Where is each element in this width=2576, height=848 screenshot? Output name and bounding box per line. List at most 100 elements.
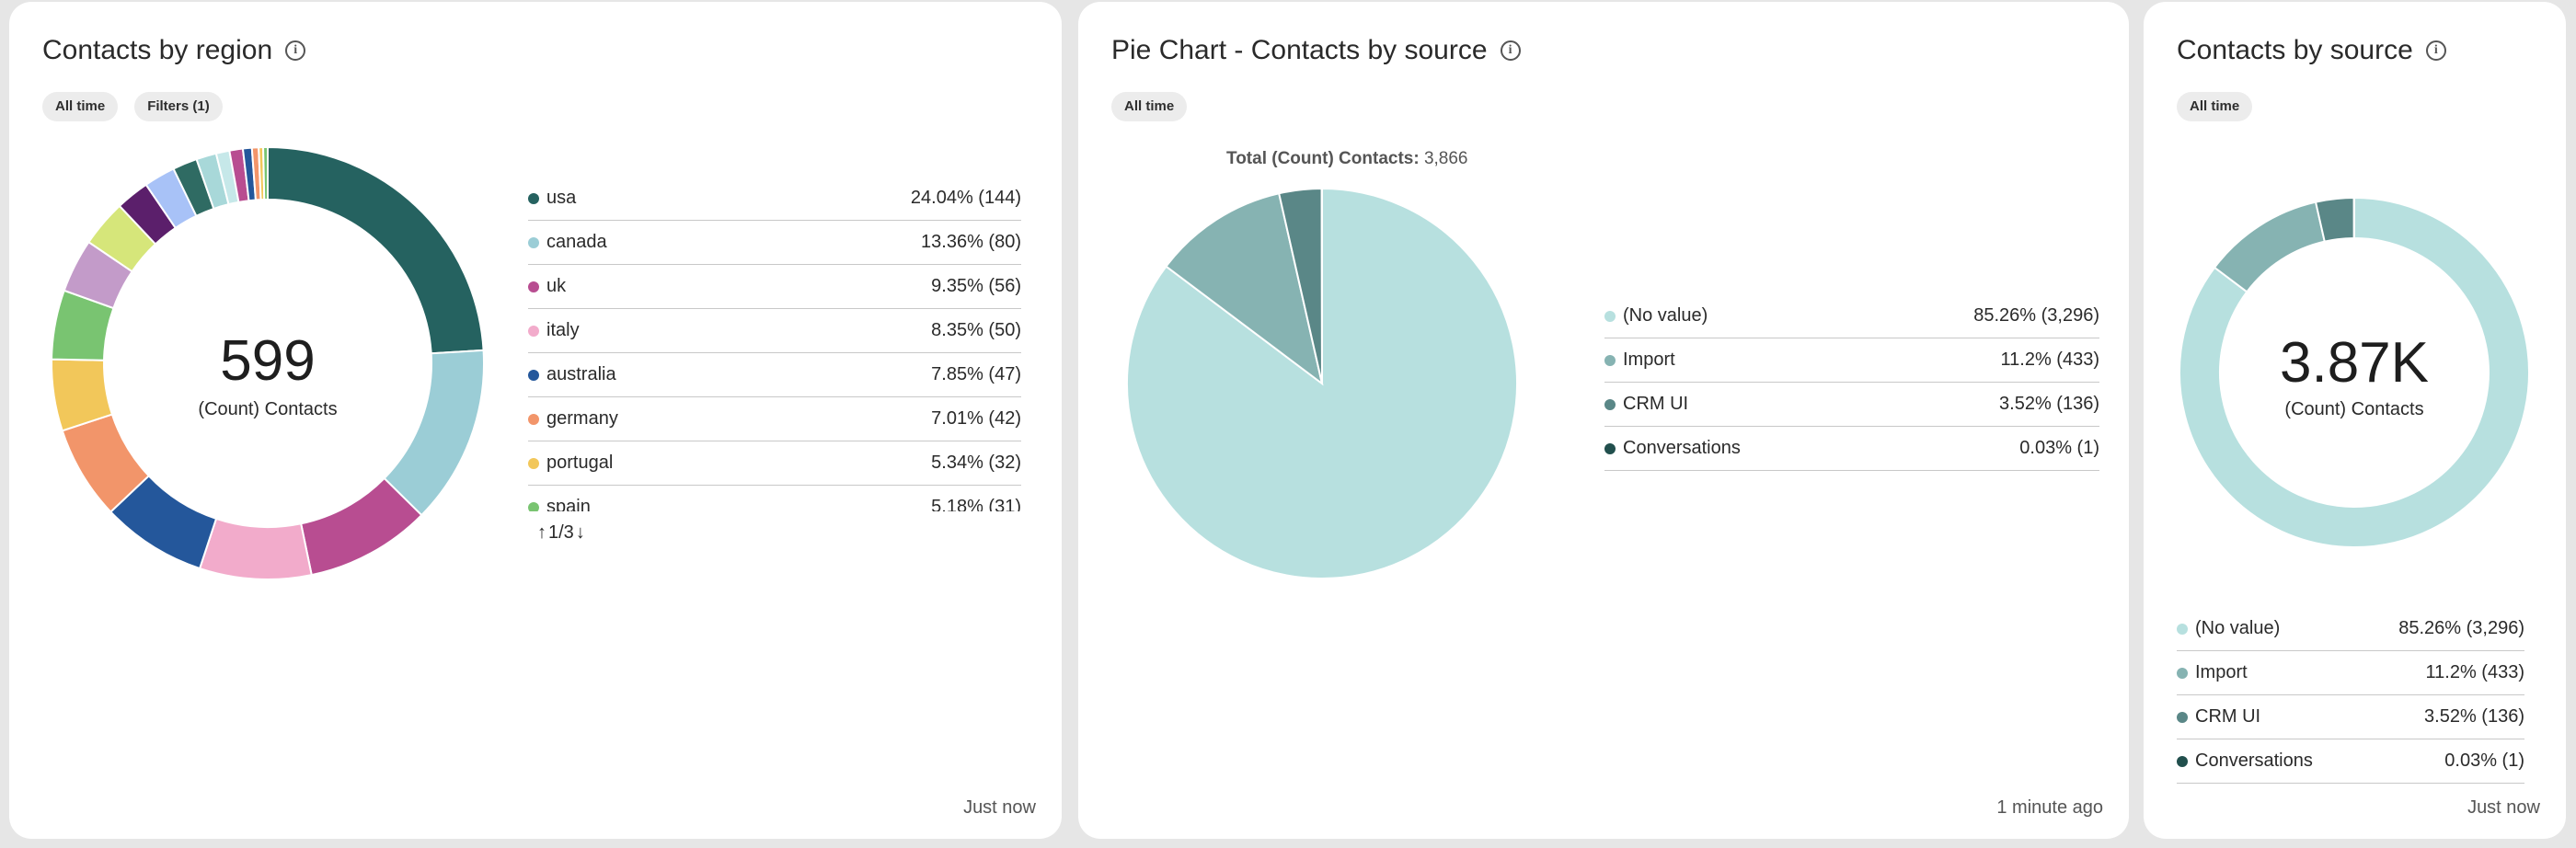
card-title-text: Contacts by source	[2177, 35, 2413, 65]
legend-item[interactable]: Conversations 0.03% (1)	[2177, 739, 2524, 784]
legend-dot-icon	[2177, 667, 2188, 679]
legend-label: Import	[1623, 350, 1675, 370]
date-range-chip[interactable]: All time	[42, 92, 119, 121]
info-icon[interactable]: i	[285, 40, 306, 61]
arrow-up-icon[interactable]: ↑	[537, 522, 546, 543]
legend-label-group: Conversations	[2177, 751, 2313, 772]
legend-item[interactable]: Import 11.2% (433)	[1604, 338, 2099, 383]
slice-other-5[interactable]	[262, 145, 269, 201]
date-range-chip[interactable]: All time	[1111, 92, 1188, 121]
report-card-contacts-by-region[interactable]: Contacts by region i All time Filters (1…	[9, 2, 1062, 839]
legend-dot-icon	[528, 192, 539, 204]
report-card-pie-contacts-by-source[interactable]: Pie Chart - Contacts by source i All tim…	[1078, 2, 2129, 839]
legend-item[interactable]: usa 24.04% (144)	[528, 177, 1021, 221]
filters-chip[interactable]: Filters (1)	[134, 92, 223, 121]
card-title-text: Pie Chart - Contacts by source	[1111, 35, 1488, 65]
legend-label: italy	[546, 320, 580, 340]
legend-label: germany	[546, 408, 618, 429]
arrow-down-icon[interactable]: ↓	[575, 522, 585, 543]
updated-timestamp: Just now	[2467, 797, 2540, 818]
legend-dot-icon	[2177, 755, 2188, 767]
donut-chart-source: 3.87K (Count) Contacts	[2179, 196, 2530, 548]
legend-value: 13.36% (80)	[921, 232, 1021, 252]
legend-label-group: italy	[528, 320, 580, 341]
legend-label-group: germany	[528, 408, 618, 430]
report-card-contacts-by-source[interactable]: Contacts by source i All time 3.87K (Coun…	[2144, 2, 2566, 839]
pie-chart-source	[1126, 187, 1518, 579]
slice-usa[interactable]	[267, 145, 485, 355]
legend-pager: ↑ 1/3 ↓	[537, 522, 585, 544]
legend-item[interactable]: canada 13.36% (80)	[528, 221, 1021, 265]
legend-label: portugal	[546, 453, 614, 473]
legend-label-group: (No value)	[2177, 618, 2280, 639]
legend-label-group: uk	[528, 276, 566, 297]
page-indicator: 1/3	[548, 522, 574, 543]
legend-dot-icon	[2177, 711, 2188, 723]
info-icon[interactable]: i	[1500, 40, 1521, 61]
slice-import[interactable]	[1165, 192, 1324, 386]
legend-item[interactable]: portugal 5.34% (32)	[528, 441, 1021, 486]
legend-dot-icon	[1604, 310, 1616, 322]
legend-value: 85.26% (3,296)	[1973, 305, 2099, 326]
legend-item[interactable]: spain 5.18% (31)	[528, 486, 1021, 511]
legend-label: australia	[546, 364, 616, 384]
legend-value: 3.52% (136)	[1999, 394, 2099, 414]
slice-italy[interactable]	[198, 517, 313, 580]
slice-import[interactable]	[2213, 201, 2326, 293]
center-value: 599	[220, 329, 315, 393]
legend-dot-icon	[528, 236, 539, 248]
total-label-text: Total (Count) Contacts:	[1226, 149, 1420, 168]
filter-chips: All time Filters (1)	[42, 92, 223, 121]
chart-legend: (No value) 85.26% (3,296) Import 11.2% (433…	[1604, 294, 2099, 471]
legend-label: Conversations	[1623, 438, 1741, 458]
legend-dot-icon	[1604, 398, 1616, 410]
legend-item[interactable]: uk 9.35% (56)	[528, 265, 1021, 309]
legend-label-group: Import	[1604, 350, 1675, 371]
legend-item[interactable]: Import 11.2% (433)	[2177, 651, 2524, 695]
info-icon[interactable]: i	[2425, 40, 2446, 61]
filter-chips: All time	[1111, 92, 1188, 121]
legend-label: uk	[546, 276, 567, 296]
legend-label: CRM UI	[2195, 706, 2261, 727]
legend-value: 5.18% (31)	[931, 497, 1021, 511]
center-label: (Count) Contacts	[2284, 399, 2423, 419]
legend-value: 85.26% (3,296)	[2398, 618, 2524, 638]
legend-item[interactable]: (No value) 85.26% (3,296)	[2177, 607, 2524, 651]
legend-dot-icon	[1604, 354, 1616, 366]
legend-item[interactable]: italy 8.35% (50)	[528, 309, 1021, 353]
legend-item[interactable]: CRM UI 3.52% (136)	[2177, 695, 2524, 739]
legend-label-group: CRM UI	[2177, 706, 2260, 728]
legend-dot-icon	[1604, 442, 1616, 454]
legend-item[interactable]: germany 7.01% (42)	[528, 397, 1021, 441]
card-title[interactable]: Contacts by source i	[2177, 35, 2446, 66]
legend-value: 0.03% (1)	[2444, 751, 2524, 771]
legend-label: CRM UI	[1623, 394, 1689, 414]
legend-label-group: Conversations	[1604, 438, 1741, 459]
slice--no-value-[interactable]	[2179, 196, 2530, 548]
chart-legend: (No value) 85.26% (3,296) Import 11.2% (433…	[2177, 607, 2524, 784]
slice-canada[interactable]	[383, 349, 485, 517]
total-value: 3,866	[1423, 149, 1468, 168]
legend-label-group: canada	[528, 232, 607, 253]
legend-item[interactable]: australia 7.85% (47)	[528, 353, 1021, 397]
date-range-chip[interactable]: All time	[2177, 92, 2253, 121]
card-title[interactable]: Contacts by region i	[42, 35, 306, 66]
legend-label: usa	[546, 188, 577, 208]
legend-label-group: (No value)	[1604, 305, 1708, 327]
legend-dot-icon	[528, 281, 539, 292]
card-title[interactable]: Pie Chart - Contacts by source i	[1111, 35, 1521, 66]
legend-value: 3.52% (136)	[2424, 706, 2524, 727]
legend-value: 8.35% (50)	[931, 320, 1021, 340]
legend-label-group: australia	[528, 364, 616, 385]
updated-timestamp: Just now	[963, 797, 1036, 818]
legend-label-group: usa	[528, 188, 576, 209]
legend-label-group: Import	[2177, 662, 2248, 683]
legend-dot-icon	[2177, 623, 2188, 635]
legend-dot-icon	[528, 325, 539, 337]
total-contacts-label: Total (Count) Contacts: 3,866	[1226, 149, 1468, 169]
legend-item[interactable]: (No value) 85.26% (3,296)	[1604, 294, 2099, 338]
legend-item[interactable]: Conversations 0.03% (1)	[1604, 427, 2099, 471]
legend-item[interactable]: CRM UI 3.52% (136)	[1604, 383, 2099, 427]
filter-chips: All time	[2177, 92, 2253, 121]
legend-label: canada	[546, 232, 607, 252]
